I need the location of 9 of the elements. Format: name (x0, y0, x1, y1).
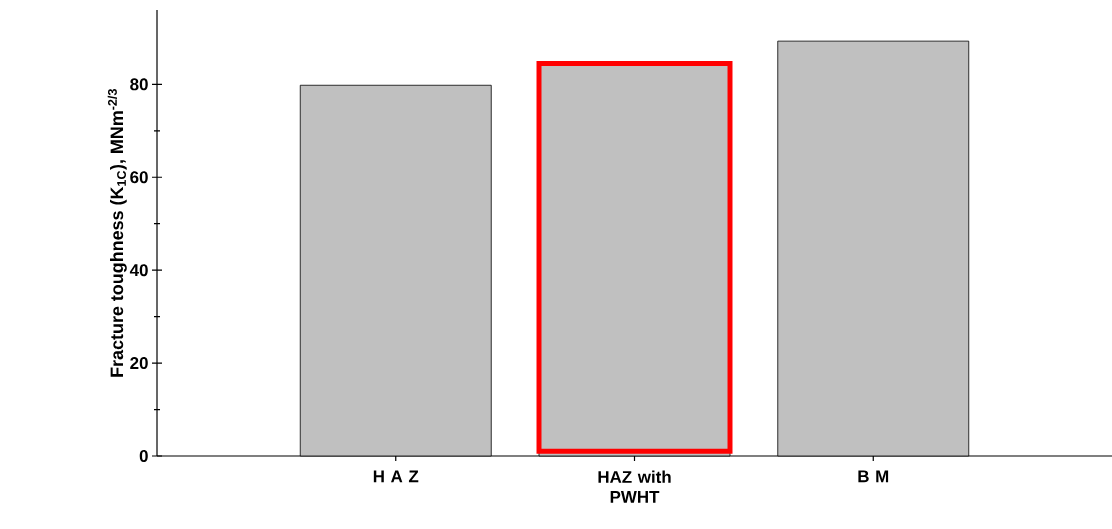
x-tick-label: HAZ with PWHT (598, 470, 671, 503)
y-tick-label: 20 (130, 357, 148, 370)
x-tick-label: H A Z (373, 470, 419, 483)
x-tick-label: B M (858, 470, 889, 483)
y-tick-label: 80 (130, 78, 148, 91)
y-tick-label: 40 (129, 264, 148, 277)
y-tick-label: 60 (130, 171, 148, 184)
y-tick-label: 0 (139, 450, 148, 462)
y-axis-title: Fracture toughness (K$_{1C}$), MNm$^{-2/3}$ (107, 89, 127, 377)
